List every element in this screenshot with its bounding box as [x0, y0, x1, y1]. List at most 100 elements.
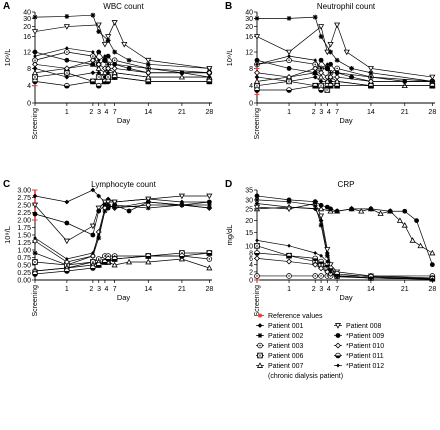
data-point [32, 238, 38, 244]
x-tick-label: 3 [97, 109, 101, 116]
data-point-dot [92, 55, 94, 57]
series-8 [32, 250, 213, 277]
data-point-fill [32, 274, 38, 277]
data-point [207, 75, 212, 80]
data-point [63, 24, 70, 30]
y-tick-label: 30 [23, 16, 31, 23]
series-line [256, 245, 433, 280]
series-line [34, 21, 210, 69]
data-point [96, 235, 102, 241]
x-tick-label: 3 [319, 286, 323, 293]
y-tick-label: 2.00 [17, 218, 31, 225]
data-point [178, 193, 185, 200]
data-point [396, 217, 403, 223]
data-point [91, 50, 95, 55]
data-point [64, 14, 70, 19]
y-tick-label: 8 [249, 251, 253, 258]
data-point [286, 197, 292, 203]
x-tick-label: 28 [428, 109, 436, 116]
series-9 [255, 238, 435, 282]
data-point [312, 261, 319, 268]
series-4 [253, 69, 436, 89]
x-tick-label: 21 [401, 109, 409, 116]
data-point [96, 208, 102, 214]
x-tick-label: 14 [367, 109, 375, 116]
series-line [34, 204, 210, 263]
data-point [95, 61, 102, 68]
data-point-fill [312, 85, 318, 89]
data-point [402, 208, 408, 214]
data-point [105, 34, 112, 40]
data-point [65, 257, 69, 261]
data-point [318, 222, 324, 228]
chart-panel-c: C Lymphocyte count 0.000.250.500.751.001.2… [3, 179, 213, 317]
x-tick-label: 21 [178, 286, 186, 293]
data-point [312, 65, 319, 72]
data-point [313, 58, 318, 63]
data-point-x [254, 243, 260, 249]
data-point-x [32, 74, 38, 80]
data-point [126, 57, 132, 63]
series-3 [32, 250, 213, 268]
series-5 [31, 193, 213, 245]
y-tick-label: 2 [249, 269, 253, 276]
data-point [324, 253, 330, 259]
series-4 [31, 61, 213, 80]
series-9 [33, 46, 212, 80]
data-point [312, 199, 318, 205]
x-tick-label: Screening [32, 108, 39, 140]
x-tick-label: 4 [104, 286, 108, 293]
series-line [256, 240, 433, 280]
legend-marker-fill [335, 355, 341, 358]
data-point [126, 208, 132, 214]
series-9 [33, 200, 212, 261]
data-point [319, 66, 323, 71]
y-tick-label: 12 [245, 50, 253, 57]
data-point [318, 265, 325, 272]
x-tick-label: 28 [205, 109, 213, 116]
data-point [105, 65, 112, 72]
x-tick-label: 2 [312, 286, 316, 293]
series-3 [254, 242, 436, 282]
y-tick-label: 12 [23, 50, 31, 57]
series-line [34, 14, 210, 69]
data-point [318, 213, 325, 220]
data-point [377, 210, 384, 216]
x-tick-label: 7 [113, 286, 117, 293]
y-tick-label: 0 [27, 101, 31, 108]
legend-label: *Patient 010 [346, 343, 384, 350]
x-tick-label: 4 [327, 286, 331, 293]
legend-label: Patient 006 [268, 353, 304, 360]
data-point [31, 202, 39, 209]
data-point [255, 238, 259, 243]
data-point [318, 24, 325, 30]
data-point [286, 258, 293, 265]
series-2 [32, 49, 213, 76]
y-tick-label: 0.00 [17, 278, 31, 285]
x-tick-label: 28 [428, 286, 436, 293]
data-point [325, 62, 330, 67]
series-7 [32, 57, 213, 76]
data-point [32, 49, 38, 55]
data-point [90, 61, 96, 67]
data-point [145, 69, 152, 76]
data-point-fill [254, 253, 260, 256]
chart-title: Neutrophil count [317, 2, 376, 11]
legend-marker [335, 342, 341, 349]
data-point [429, 249, 436, 256]
data-point [31, 29, 39, 35]
data-point-x [32, 259, 38, 265]
series-2 [254, 57, 436, 85]
y-tick-label: 25 [245, 206, 253, 213]
data-point [343, 49, 350, 56]
series-8 [254, 82, 436, 93]
chart-panel-b: B Neutrophil count048121620304010⁹/LScree… [225, 1, 436, 140]
panel-letter: D [225, 179, 232, 190]
data-point [65, 46, 69, 51]
data-point [254, 201, 260, 206]
legend-marker [257, 333, 263, 338]
data-point [335, 273, 339, 278]
series-6 [254, 193, 435, 268]
